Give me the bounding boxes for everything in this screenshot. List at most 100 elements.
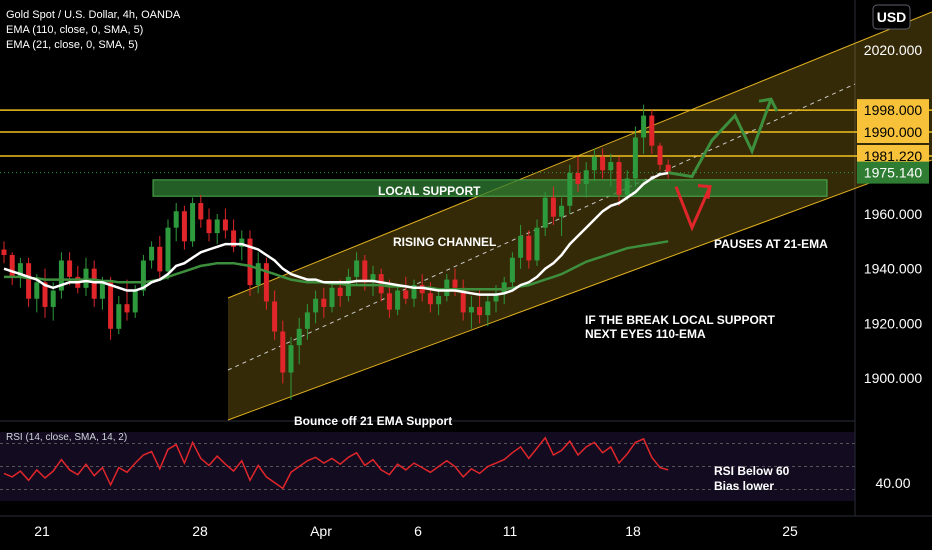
- candle-body[interactable]: [206, 219, 212, 234]
- candle-body[interactable]: [542, 197, 548, 228]
- candle-body[interactable]: [304, 312, 310, 329]
- candle-body[interactable]: [501, 282, 507, 294]
- price-axis[interactable]: 2020.000 1960.000 1940.000 1920.000 1900.000: [864, 42, 923, 386]
- candle-body[interactable]: [665, 164, 671, 173]
- candle-body[interactable]: [444, 279, 450, 296]
- candle-body[interactable]: [83, 268, 89, 288]
- candle-body[interactable]: [329, 287, 335, 307]
- candle-body[interactable]: [567, 173, 573, 206]
- candle-body[interactable]: [641, 115, 647, 138]
- candle-body[interactable]: [526, 235, 532, 261]
- local-support-label: LOCAL SUPPORT: [378, 184, 481, 198]
- candle-body[interactable]: [362, 260, 368, 283]
- candle-body[interactable]: [9, 255, 15, 277]
- candle-body[interactable]: [378, 274, 384, 294]
- candle-body[interactable]: [124, 304, 130, 313]
- candle-body[interactable]: [255, 263, 261, 286]
- candle-body[interactable]: [477, 306, 483, 316]
- channel-mid-line[interactable]: [227, 83, 856, 371]
- candle-body[interactable]: [591, 156, 597, 171]
- time-axis[interactable]: 21 28 Apr 6 11 18 25: [34, 523, 798, 539]
- candle-body[interactable]: [296, 328, 302, 346]
- candle-body[interactable]: [313, 298, 319, 313]
- candle-body[interactable]: [354, 260, 360, 277]
- candle-body[interactable]: [17, 263, 23, 277]
- candle-body[interactable]: [559, 205, 565, 217]
- rsi-line[interactable]: [3, 436, 669, 490]
- candle-body[interactable]: [493, 293, 499, 302]
- candle-body[interactable]: [140, 260, 146, 291]
- candle-body[interactable]: [370, 274, 376, 283]
- candle-body[interactable]: [550, 197, 556, 217]
- candle-body[interactable]: [34, 282, 40, 299]
- candle-body[interactable]: [624, 178, 630, 195]
- candle-body[interactable]: [452, 279, 458, 288]
- candle-body[interactable]: [427, 293, 433, 305]
- candle-body[interactable]: [58, 260, 64, 291]
- candle-body[interactable]: [91, 268, 97, 299]
- candle-body[interactable]: [288, 345, 294, 373]
- projection-down-path[interactable]: [674, 186, 712, 232]
- candle-body[interactable]: [190, 203, 196, 242]
- candle-body[interactable]: [239, 238, 245, 247]
- candle-body[interactable]: [460, 287, 466, 313]
- channel-upper-line[interactable]: [227, 11, 932, 299]
- candle-body[interactable]: [1, 249, 7, 255]
- candle-body[interactable]: [149, 246, 155, 261]
- candle-body[interactable]: [280, 331, 286, 373]
- level-label-1: 1990.000: [864, 124, 923, 140]
- candle-body[interactable]: [67, 260, 73, 277]
- candle-body[interactable]: [272, 301, 278, 332]
- candle-body[interactable]: [132, 290, 138, 313]
- candle-body[interactable]: [575, 173, 581, 184]
- candle-body[interactable]: [583, 170, 589, 184]
- candle-body[interactable]: [99, 282, 105, 299]
- candle-body[interactable]: [165, 227, 171, 272]
- projection-up-path[interactable]: [667, 98, 773, 179]
- time-tick-label: 21: [34, 523, 50, 539]
- last-price-badge: [857, 161, 929, 184]
- candle-body[interactable]: [214, 219, 220, 234]
- candle-body[interactable]: [395, 290, 401, 310]
- candle-body[interactable]: [468, 306, 474, 313]
- candle-body[interactable]: [436, 296, 442, 305]
- local-support-zone[interactable]: [152, 179, 828, 197]
- ema-110-line[interactable]: [4, 240, 669, 291]
- candle-body[interactable]: [263, 263, 269, 302]
- candle-body[interactable]: [247, 238, 253, 286]
- candle-body[interactable]: [534, 227, 540, 261]
- candle-body[interactable]: [600, 156, 606, 171]
- channel-lower-line[interactable]: [227, 159, 932, 421]
- candle-body[interactable]: [509, 257, 515, 283]
- price-tick-label: 1920.000: [864, 315, 923, 331]
- currency-button[interactable]: [872, 4, 911, 30]
- candle-body[interactable]: [403, 290, 409, 299]
- ema-21-line[interactable]: [3, 171, 669, 296]
- candle-body[interactable]: [419, 285, 425, 294]
- candle-body[interactable]: [608, 162, 614, 171]
- candle-body[interactable]: [50, 290, 56, 307]
- candle-body[interactable]: [198, 203, 204, 220]
- candle-body[interactable]: [616, 162, 622, 195]
- candle-body[interactable]: [222, 219, 228, 231]
- candle-body[interactable]: [485, 301, 491, 316]
- candle-body[interactable]: [42, 282, 48, 307]
- candle-body[interactable]: [345, 276, 351, 296]
- candle-body[interactable]: [337, 287, 343, 296]
- candle-body[interactable]: [321, 298, 327, 307]
- candle-body[interactable]: [173, 211, 179, 228]
- candle-body[interactable]: [386, 293, 392, 310]
- candle-body[interactable]: [518, 235, 524, 258]
- candle-body[interactable]: [649, 115, 655, 146]
- candle-body[interactable]: [657, 145, 663, 165]
- pauses-label: PAUSES AT 21-EMA: [714, 237, 828, 251]
- candle-body[interactable]: [116, 304, 122, 329]
- candle-body[interactable]: [26, 263, 32, 299]
- candle-body[interactable]: [231, 230, 237, 247]
- candle-body[interactable]: [157, 246, 163, 272]
- candle-body[interactable]: [632, 137, 638, 179]
- candle-body[interactable]: [108, 282, 114, 329]
- candle-body[interactable]: [411, 285, 417, 299]
- candle-body[interactable]: [181, 211, 187, 242]
